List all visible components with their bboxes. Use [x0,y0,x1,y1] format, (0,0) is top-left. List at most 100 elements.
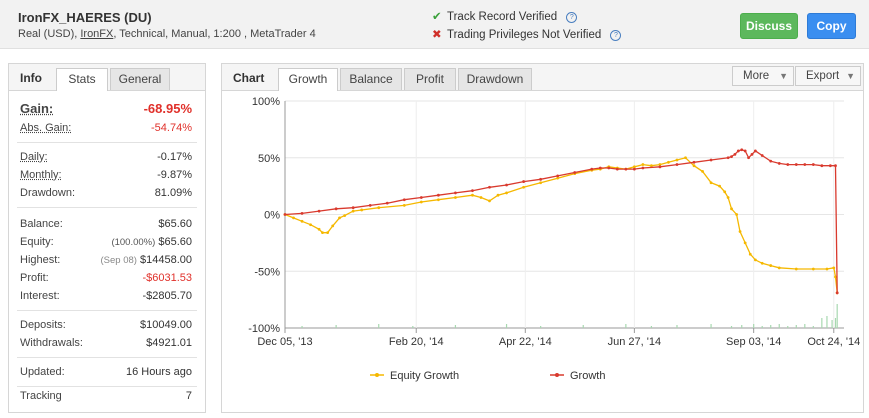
caret-down-icon: ▼ [846,71,855,81]
account-details: , Technical, Manual, 1:200 , MetaTrader … [113,28,316,40]
updated-row: Updated: 16 Hours ago [20,366,192,380]
data-point [730,155,733,159]
data-point [825,267,829,271]
volume-bar [676,325,678,328]
tab-stats[interactable]: Stats [56,68,108,91]
data-point [505,191,508,195]
data-point [753,258,757,262]
withdrawals-label: Withdrawals: [20,337,83,349]
abs-gain-value: -54.74% [151,122,192,134]
data-point [402,204,406,207]
divider [17,357,197,358]
equity-row: Equity: (100.00%) $65.60 [20,236,192,250]
abs-gain-row: Abs. Gain: -54.74% [20,122,192,136]
gain-label: Gain: [20,101,54,116]
trading-privileges-label: Trading Privileges Not Verified [447,29,602,41]
help-icon[interactable]: ? [566,12,578,23]
volume-bar [831,320,833,328]
volume-bar [412,326,414,328]
divider [17,207,197,208]
daily-row: Daily: -0.17% [20,151,192,165]
data-point [777,162,781,165]
data-point [747,156,750,160]
data-point [454,196,457,199]
volume-bar [378,324,380,328]
x-tick-label: Apr 22, '14 [499,336,552,348]
volume-bar [834,318,837,328]
deposits-row: Deposits: $10049.00 [20,319,192,333]
data-point [317,209,321,213]
profit-value: -$6031.53 [142,272,192,284]
tab-profit[interactable]: Profit [404,68,456,90]
volume-bar [454,325,457,328]
data-point [760,154,764,157]
volume-bar [625,324,627,328]
data-point [590,167,594,171]
data-point [360,208,364,212]
data-point [786,163,790,166]
data-point [740,148,744,152]
check-icon: ✔ [432,11,442,23]
data-point [769,264,773,267]
export-label: Export [806,70,840,82]
data-point [368,204,372,207]
data-point [658,165,662,169]
divider [17,310,197,311]
export-dropdown[interactable]: Export ▼ [795,66,861,86]
data-point [334,207,338,211]
gain-value: -68.95% [143,101,192,116]
interest-value: -$2805.70 [142,290,192,302]
data-point [300,211,304,215]
legend-label: Equity Growth [390,370,459,382]
data-point [733,152,737,156]
track-record-label: Track Record Verified [447,11,558,23]
equity-value: $65.60 [158,236,192,248]
data-point [641,166,645,170]
volume-bar [812,326,814,328]
data-point [632,165,636,169]
info-tabbar: Info Stats General [9,64,205,91]
help-icon[interactable]: ? [610,30,622,41]
data-point [471,193,474,197]
tab-balance[interactable]: Balance [340,68,402,90]
tab-general[interactable]: General [110,68,170,90]
volume-bar [582,325,584,328]
highest-value: $14458.00 [140,254,192,266]
caret-down-icon: ▼ [779,71,788,81]
broker-link[interactable]: IronFX [80,28,114,40]
chart-legend: Equity Growth Growth [370,370,605,382]
volume-bar [761,326,763,328]
data-point [402,198,406,202]
volume-bar [826,316,828,328]
x-tick-label: Feb 20, '14 [389,336,444,348]
tab-drawdown[interactable]: Drawdown [458,68,532,90]
data-point [539,181,543,185]
data-point [726,196,730,199]
tracking-label: Tracking [20,390,62,402]
equity-label: Equity: [20,236,54,248]
x-tick-label: Jun 27, '14 [608,336,661,348]
trading-privileges-status: ✖ Trading Privileges Not Verified ? [432,27,622,41]
discuss-button[interactable]: Discuss [740,13,798,39]
volume-bar [787,326,789,328]
volume-bar [730,326,733,328]
tab-growth[interactable]: Growth [278,68,338,91]
copy-button[interactable]: Copy [807,13,856,39]
data-point [632,167,636,171]
data-point [615,167,619,171]
x-tick-label: Sep 03, '14 [726,336,781,348]
equity-value-group: (100.00%) $65.60 [111,236,192,248]
data-point [338,216,341,220]
data-point [726,156,730,160]
data-point [692,160,696,164]
more-dropdown[interactable]: More ▼ [732,66,794,86]
growth-chart: 100% 50% 0% -50% -100%Dec 05, '13 Feb 20, '14… [248,96,860,382]
info-panel: Info Stats General Gain: -68.95% Abs. Ga… [8,63,206,413]
data-point [803,163,807,166]
volume-bar [770,325,772,328]
daily-value: -0.17% [157,151,192,163]
data-point [811,163,815,166]
data-point [769,159,773,163]
data-point [750,152,754,156]
data-point [436,193,440,197]
